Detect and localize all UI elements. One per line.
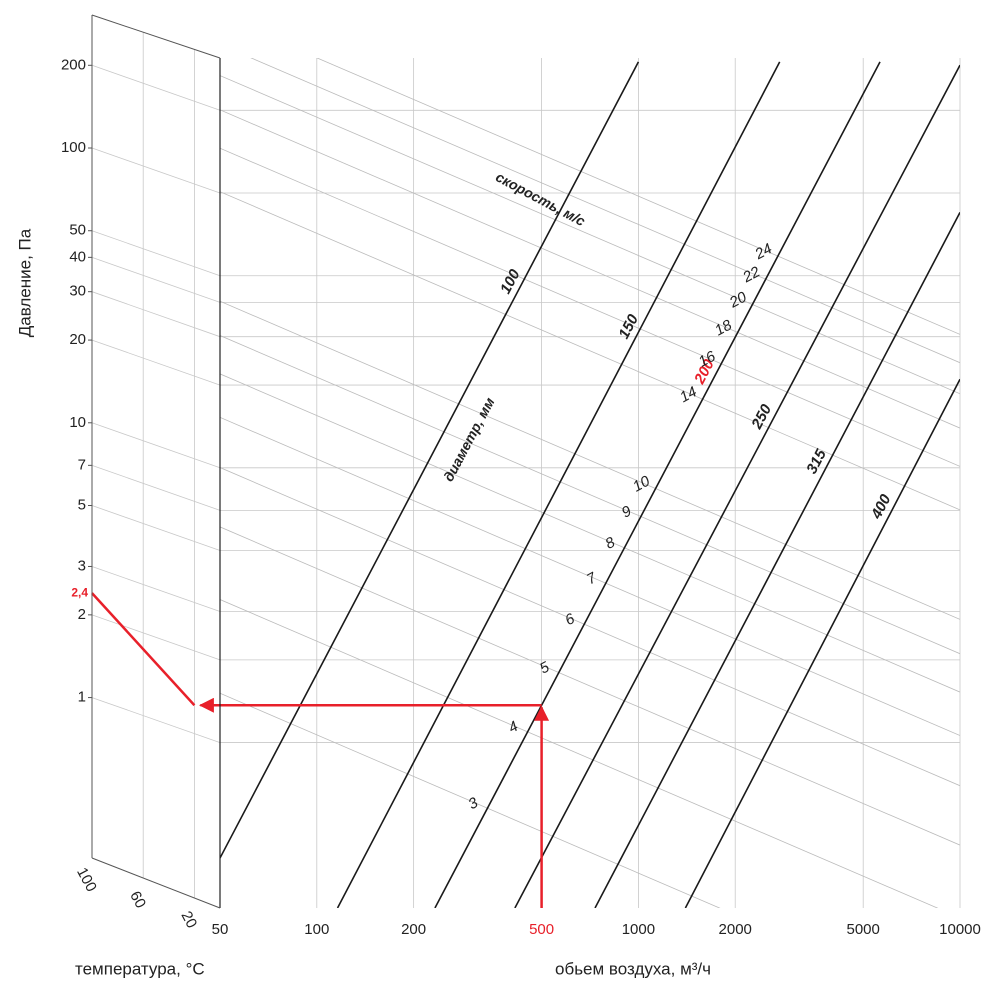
velocity-line [316,58,960,335]
grid-line [91,291,221,338]
x-axis-title: обьем воздуха, м³/ч [555,959,711,978]
y-axis-title: Давление, Па [15,228,34,337]
x-tick-label: 50 [212,921,229,938]
diameter-label: 100 [497,266,524,297]
velocity-line [250,58,960,364]
grid-line [91,64,221,111]
y-tick-label: 1 [78,689,86,706]
velocity-label: 4 [506,718,521,737]
diameter-line [336,61,781,908]
diameter-line [434,61,881,908]
grid-line [91,464,221,511]
y-tick-label: 7 [78,456,86,473]
grid-line [91,256,221,303]
velocity-line [220,109,960,429]
velocity-label: 16 [696,348,719,371]
y-tick-label: 100 [61,139,86,156]
x-tick-label: 5000 [847,921,880,938]
diameter-label: 250 [748,401,775,433]
velocity-line [220,147,960,467]
grid [88,15,961,908]
grid-line [91,566,221,612]
x-tick-label: 200 [401,921,426,938]
x-tick-label: 2000 [719,921,752,938]
y-tick-label: 50 [69,222,86,239]
panel-top-edge [91,14,221,59]
velocity-label: 7 [584,569,600,588]
y-tick-label: 30 [69,283,86,300]
x-tick-label: 100 [304,921,329,938]
grid-line [91,614,221,661]
velocity-label: 22 [739,263,763,287]
velocity-line [220,692,721,908]
velocity-label: 5 [537,658,553,677]
y-tick-label: 200 [61,56,86,73]
x-tick-label: 500 [529,921,554,938]
velocity-label: 6 [562,610,578,629]
temperature-tick-label: 60 [126,888,149,911]
panel-bottom-edge [91,857,221,909]
velocity-line [220,300,960,620]
velocity-line [220,526,960,846]
velocity-label: 3 [466,794,482,813]
diameter-label: 400 [867,491,894,523]
diameter-line [684,378,960,908]
grid-line [91,697,221,743]
temperature-tick-label: 20 [177,908,200,931]
diameter-line [514,64,960,908]
temperature-title: температура, °C [75,959,205,978]
y-tick-label: 20 [69,331,86,348]
diameter-label: 315 [803,446,830,477]
velocity-line [220,373,960,693]
x-tick-label: 10000 [939,921,981,938]
x-tick-label: 1000 [622,921,655,938]
velocity-label: 24 [751,240,775,263]
y-tick-label: 2 [78,606,86,623]
y-tick-label: 10 [69,414,86,431]
velocity-label: 10 [630,472,653,495]
velocity-label: 18 [712,316,735,339]
grid-line [91,339,221,386]
temperature-tick-label: 100 [73,865,100,895]
velocity-line [220,335,960,655]
diameter-line [594,212,960,908]
diameter-title: диаметр, мм [440,394,498,484]
example-temperature-line [91,592,196,707]
velocity-line [220,416,960,736]
y-tick-label: 3 [78,557,86,574]
y-tick-label: 5 [78,496,86,513]
velocity-label: 20 [726,288,750,312]
velocity-line [220,467,960,787]
example-result-label: 2,4 [71,585,88,599]
grid-line [91,230,221,277]
velocity-label: 8 [603,534,619,553]
velocity-line [220,191,960,511]
y-tick-label: 40 [69,248,86,265]
velocity-line [220,599,939,908]
velocity-line [220,75,960,395]
diameter-line [220,61,640,859]
grid-line [91,147,221,194]
velocity-label: 14 [677,383,700,406]
grid-line [91,422,221,469]
velocity-label: 9 [619,502,635,521]
grid-line [91,505,221,551]
